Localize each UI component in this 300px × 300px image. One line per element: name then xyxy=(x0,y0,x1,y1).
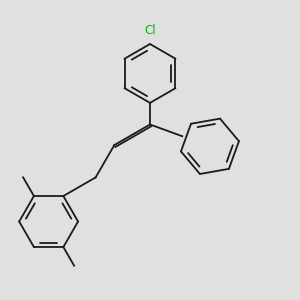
Text: Cl: Cl xyxy=(144,24,156,37)
